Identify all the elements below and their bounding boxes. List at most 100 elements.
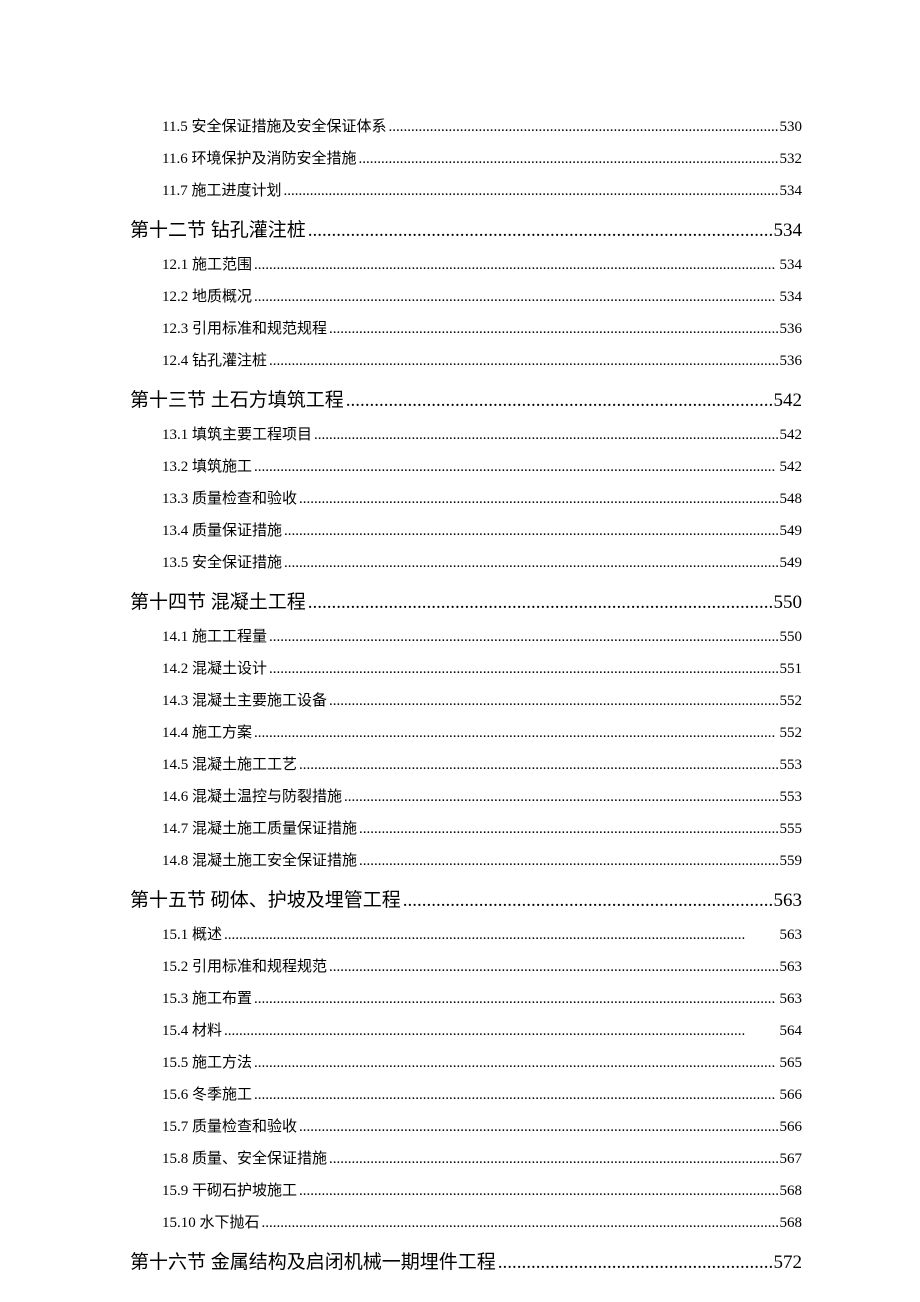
toc-entry: 15.3 施工布置...............................… <box>130 987 802 1008</box>
toc-entry-label: 13.3 质量检查和验收 <box>162 487 297 508</box>
toc-entry-page: 553 <box>780 789 803 806</box>
toc-dot-leader: ........................................… <box>299 1183 777 1200</box>
toc-entry: 12.1 施工范围...............................… <box>130 253 802 274</box>
toc-entry-page: 563 <box>780 927 803 944</box>
toc-entry-label: 15.6 冬季施工 <box>162 1083 252 1104</box>
toc-entry: 13.5 安全保证措施.............................… <box>130 551 802 572</box>
toc-entry: 15.9 干砌石护坡施工............................… <box>130 1179 802 1200</box>
toc-entry: 11.7 施工进度计划.............................… <box>130 179 802 200</box>
toc-entry: 14.7 混凝土施工质量保证措施........................… <box>130 817 802 838</box>
toc-entry: 12.4 钻孔灌注桩..............................… <box>130 349 802 370</box>
toc-dot-leader: ........................................… <box>254 1055 777 1072</box>
toc-entry: 第十三节 土石方填筑工程............................… <box>130 385 802 412</box>
toc-entry-page: 536 <box>780 321 803 338</box>
toc-entry-page: 563 <box>774 890 803 912</box>
toc-entry-label: 15.8 质量、安全保证措施 <box>162 1147 327 1168</box>
toc-entry-label: 12.3 引用标准和规范规程 <box>162 317 327 338</box>
toc-entry: 14.2 混凝土设计..............................… <box>130 657 802 678</box>
toc-entry: 第十六节 金属结构及启闭机械一期埋件工程....................… <box>130 1247 802 1274</box>
toc-entry-page: 559 <box>780 853 803 870</box>
toc-entry-label: 11.7 施工进度计划 <box>162 179 281 200</box>
toc-entry-label: 14.4 施工方案 <box>162 721 252 742</box>
toc-entry-page: 549 <box>780 555 803 572</box>
toc-entry: 13.2 填筑施工...............................… <box>130 455 802 476</box>
toc-entry-label: 15.10 水下抛石 <box>162 1211 260 1232</box>
toc-dot-leader: ........................................… <box>498 1252 772 1274</box>
toc-dot-leader: ........................................… <box>359 853 777 870</box>
toc-dot-leader: ........................................… <box>329 1151 777 1168</box>
toc-dot-leader: ........................................… <box>308 220 772 242</box>
toc-dot-leader: ........................................… <box>254 257 777 274</box>
toc-dot-leader: ........................................… <box>346 390 772 412</box>
toc-entry-page: 542 <box>780 427 803 444</box>
toc-dot-leader: ........................................… <box>299 491 777 508</box>
toc-entry: 15.2 引用标准和规程规范..........................… <box>130 955 802 976</box>
toc-entry-page: 551 <box>780 661 803 678</box>
toc-entry-label: 第十六节 金属结构及启闭机械一期埋件工程 <box>130 1247 496 1274</box>
table-of-contents: 11.5 安全保证措施及安全保证体系......................… <box>130 115 802 1274</box>
toc-entry-label: 15.9 干砌石护坡施工 <box>162 1179 297 1200</box>
toc-entry: 15.4 材料.................................… <box>130 1019 802 1040</box>
toc-entry-label: 14.5 混凝土施工工艺 <box>162 753 297 774</box>
toc-dot-leader: ........................................… <box>403 890 772 912</box>
toc-dot-leader: ........................................… <box>254 459 777 476</box>
toc-entry-label: 15.2 引用标准和规程规范 <box>162 955 327 976</box>
toc-entry-page: 550 <box>774 592 803 614</box>
toc-entry: 15.5 施工方法...............................… <box>130 1051 802 1072</box>
toc-entry-label: 第十五节 砌体、护坡及埋管工程 <box>130 885 401 912</box>
toc-dot-leader: ........................................… <box>254 1087 777 1104</box>
toc-entry-page: 563 <box>780 959 803 976</box>
toc-entry: 14.8 混凝土施工安全保证措施........................… <box>130 849 802 870</box>
toc-entry-label: 12.4 钻孔灌注桩 <box>162 349 267 370</box>
toc-entry-label: 14.6 混凝土温控与防裂措施 <box>162 785 342 806</box>
toc-dot-leader: ........................................… <box>359 821 777 838</box>
toc-dot-leader: ........................................… <box>269 661 777 678</box>
toc-dot-leader: ........................................… <box>308 592 772 614</box>
toc-entry: 14.1 施工工程量..............................… <box>130 625 802 646</box>
toc-entry-label: 15.5 施工方法 <box>162 1051 252 1072</box>
toc-entry-label: 13.2 填筑施工 <box>162 455 252 476</box>
toc-dot-leader: ........................................… <box>299 757 777 774</box>
toc-entry-page: 552 <box>780 725 803 742</box>
toc-entry-page: 553 <box>780 757 803 774</box>
toc-entry-label: 12.2 地质概况 <box>162 285 252 306</box>
toc-dot-leader: ........................................… <box>224 1023 777 1040</box>
toc-entry: 12.2 地质概况...............................… <box>130 285 802 306</box>
toc-entry: 14.3 混凝土主要施工设备..........................… <box>130 689 802 710</box>
toc-dot-leader: ........................................… <box>262 1215 778 1232</box>
toc-dot-leader: ........................................… <box>254 725 777 742</box>
toc-entry-label: 11.5 安全保证措施及安全保证体系 <box>162 115 386 136</box>
toc-dot-leader: ........................................… <box>329 321 777 338</box>
toc-dot-leader: ........................................… <box>254 289 777 306</box>
toc-entry-label: 15.4 材料 <box>162 1019 222 1040</box>
toc-entry-label: 14.1 施工工程量 <box>162 625 267 646</box>
toc-entry-label: 14.3 混凝土主要施工设备 <box>162 689 327 710</box>
toc-entry-label: 第十二节 钻孔灌注桩 <box>130 215 306 242</box>
toc-dot-leader: ........................................… <box>358 151 777 168</box>
toc-dot-leader: ........................................… <box>254 991 777 1008</box>
toc-entry: 15.6 冬季施工...............................… <box>130 1083 802 1104</box>
toc-dot-leader: ........................................… <box>299 1119 777 1136</box>
toc-entry-page: 567 <box>780 1151 803 1168</box>
toc-entry: 13.4 质量保证措施.............................… <box>130 519 802 540</box>
toc-entry-page: 566 <box>780 1119 803 1136</box>
toc-entry-page: 534 <box>780 257 803 274</box>
toc-entry-page: 542 <box>780 459 803 476</box>
toc-entry: 14.6 混凝土温控与防裂措施.........................… <box>130 785 802 806</box>
toc-entry: 13.3 质量检查和验收............................… <box>130 487 802 508</box>
toc-dot-leader: ........................................… <box>269 353 777 370</box>
toc-entry: 15.10 水下抛石..............................… <box>130 1211 802 1232</box>
toc-entry-page: 564 <box>780 1023 803 1040</box>
toc-dot-leader: ........................................… <box>284 555 777 572</box>
toc-entry-label: 14.2 混凝土设计 <box>162 657 267 678</box>
toc-entry-page: 532 <box>780 151 803 168</box>
toc-entry: 第十五节 砌体、护坡及埋管工程.........................… <box>130 885 802 912</box>
toc-entry-page: 566 <box>780 1087 803 1104</box>
toc-entry: 11.5 安全保证措施及安全保证体系......................… <box>130 115 802 136</box>
toc-entry-label: 第十三节 土石方填筑工程 <box>130 385 344 412</box>
toc-entry-page: 549 <box>780 523 803 540</box>
toc-entry-page: 530 <box>780 119 803 136</box>
toc-dot-leader: ........................................… <box>329 959 777 976</box>
toc-dot-leader: ........................................… <box>284 523 777 540</box>
toc-entry-page: 542 <box>774 390 803 412</box>
